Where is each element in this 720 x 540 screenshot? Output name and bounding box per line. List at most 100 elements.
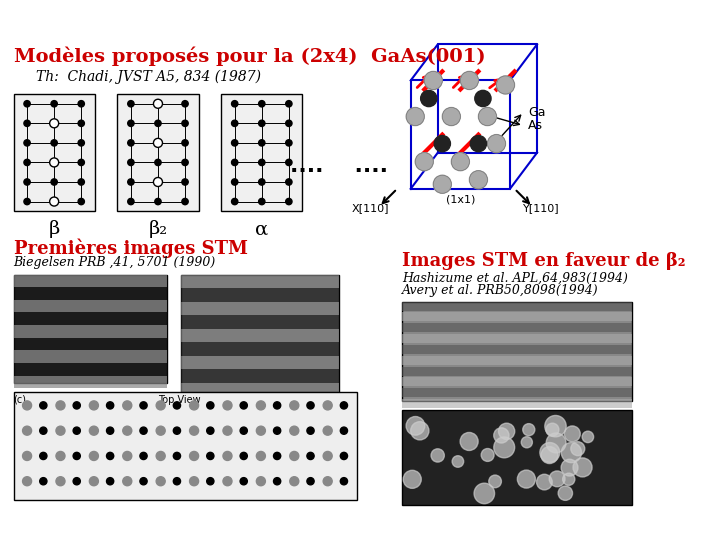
Circle shape bbox=[232, 120, 238, 126]
Circle shape bbox=[78, 179, 84, 185]
Circle shape bbox=[22, 401, 32, 410]
Circle shape bbox=[562, 473, 575, 485]
Circle shape bbox=[127, 120, 134, 126]
Bar bbox=[181, 383, 338, 396]
Circle shape bbox=[564, 426, 580, 442]
Circle shape bbox=[286, 179, 292, 185]
Circle shape bbox=[498, 423, 515, 440]
Text: Biegelsen PRB ,41, 5701 (1990): Biegelsen PRB ,41, 5701 (1990) bbox=[14, 256, 216, 269]
Circle shape bbox=[536, 474, 552, 490]
Bar bbox=[14, 325, 167, 338]
Circle shape bbox=[78, 159, 84, 166]
Bar bbox=[14, 376, 167, 388]
Circle shape bbox=[174, 453, 181, 460]
Bar bbox=[402, 345, 632, 354]
Bar bbox=[14, 363, 167, 376]
Circle shape bbox=[24, 179, 30, 185]
Circle shape bbox=[323, 401, 332, 410]
Circle shape bbox=[487, 134, 505, 153]
Circle shape bbox=[258, 140, 265, 146]
Circle shape bbox=[274, 402, 281, 409]
Circle shape bbox=[189, 426, 199, 435]
Circle shape bbox=[24, 159, 30, 166]
Circle shape bbox=[286, 100, 292, 107]
Circle shape bbox=[323, 426, 332, 435]
Circle shape bbox=[73, 477, 81, 485]
Circle shape bbox=[307, 477, 314, 485]
Circle shape bbox=[286, 198, 292, 205]
Circle shape bbox=[73, 402, 81, 409]
Circle shape bbox=[256, 451, 266, 461]
Circle shape bbox=[107, 402, 114, 409]
Circle shape bbox=[40, 477, 47, 485]
Bar bbox=[402, 399, 632, 408]
Circle shape bbox=[274, 477, 281, 485]
Bar bbox=[402, 410, 632, 505]
Circle shape bbox=[182, 120, 188, 126]
Bar bbox=[14, 392, 356, 500]
Bar bbox=[181, 329, 338, 342]
Circle shape bbox=[155, 100, 161, 107]
Circle shape bbox=[189, 401, 199, 410]
Circle shape bbox=[78, 100, 84, 107]
Circle shape bbox=[223, 451, 232, 461]
Circle shape bbox=[546, 423, 559, 436]
Bar bbox=[181, 274, 338, 392]
Bar bbox=[181, 315, 338, 329]
Circle shape bbox=[182, 140, 188, 146]
Bar bbox=[402, 367, 632, 376]
Circle shape bbox=[50, 197, 58, 206]
Circle shape bbox=[127, 198, 134, 205]
Circle shape bbox=[478, 107, 497, 126]
Circle shape bbox=[223, 426, 232, 435]
Circle shape bbox=[107, 453, 114, 460]
Circle shape bbox=[89, 401, 99, 410]
Circle shape bbox=[256, 477, 266, 486]
Circle shape bbox=[51, 159, 58, 166]
Circle shape bbox=[240, 402, 248, 409]
Circle shape bbox=[232, 140, 238, 146]
Text: Ga: Ga bbox=[528, 105, 546, 119]
Circle shape bbox=[40, 453, 47, 460]
Circle shape bbox=[22, 426, 32, 435]
Text: (c): (c) bbox=[14, 395, 27, 404]
Circle shape bbox=[123, 477, 132, 486]
Circle shape bbox=[56, 426, 65, 435]
Circle shape bbox=[323, 451, 332, 461]
Circle shape bbox=[232, 179, 238, 185]
Text: As: As bbox=[528, 119, 543, 132]
Circle shape bbox=[523, 424, 535, 436]
Circle shape bbox=[182, 159, 188, 166]
Circle shape bbox=[153, 178, 163, 186]
Bar bbox=[14, 300, 167, 313]
Bar bbox=[14, 338, 167, 350]
Circle shape bbox=[341, 427, 348, 434]
Circle shape bbox=[155, 120, 161, 126]
Circle shape bbox=[207, 453, 214, 460]
Circle shape bbox=[494, 437, 515, 458]
Circle shape bbox=[107, 477, 114, 485]
Text: Modèles proposés pour la (2x4)  GaAs(001): Modèles proposés pour la (2x4) GaAs(001) bbox=[14, 46, 485, 66]
Circle shape bbox=[123, 426, 132, 435]
Circle shape bbox=[232, 198, 238, 205]
Circle shape bbox=[442, 107, 460, 126]
Circle shape bbox=[78, 198, 84, 205]
Circle shape bbox=[127, 140, 134, 146]
Circle shape bbox=[274, 427, 281, 434]
Text: Y[110]: Y[110] bbox=[523, 204, 560, 213]
Bar bbox=[402, 377, 632, 387]
Circle shape bbox=[562, 443, 582, 463]
Circle shape bbox=[307, 453, 314, 460]
Circle shape bbox=[481, 449, 494, 461]
Circle shape bbox=[89, 426, 99, 435]
Bar bbox=[181, 302, 338, 315]
Bar bbox=[181, 369, 338, 383]
Circle shape bbox=[460, 71, 478, 90]
Circle shape bbox=[156, 426, 165, 435]
Circle shape bbox=[489, 475, 501, 488]
Circle shape bbox=[540, 443, 559, 462]
Circle shape bbox=[460, 433, 478, 450]
Circle shape bbox=[56, 477, 65, 486]
Bar bbox=[14, 274, 167, 287]
Circle shape bbox=[240, 453, 248, 460]
